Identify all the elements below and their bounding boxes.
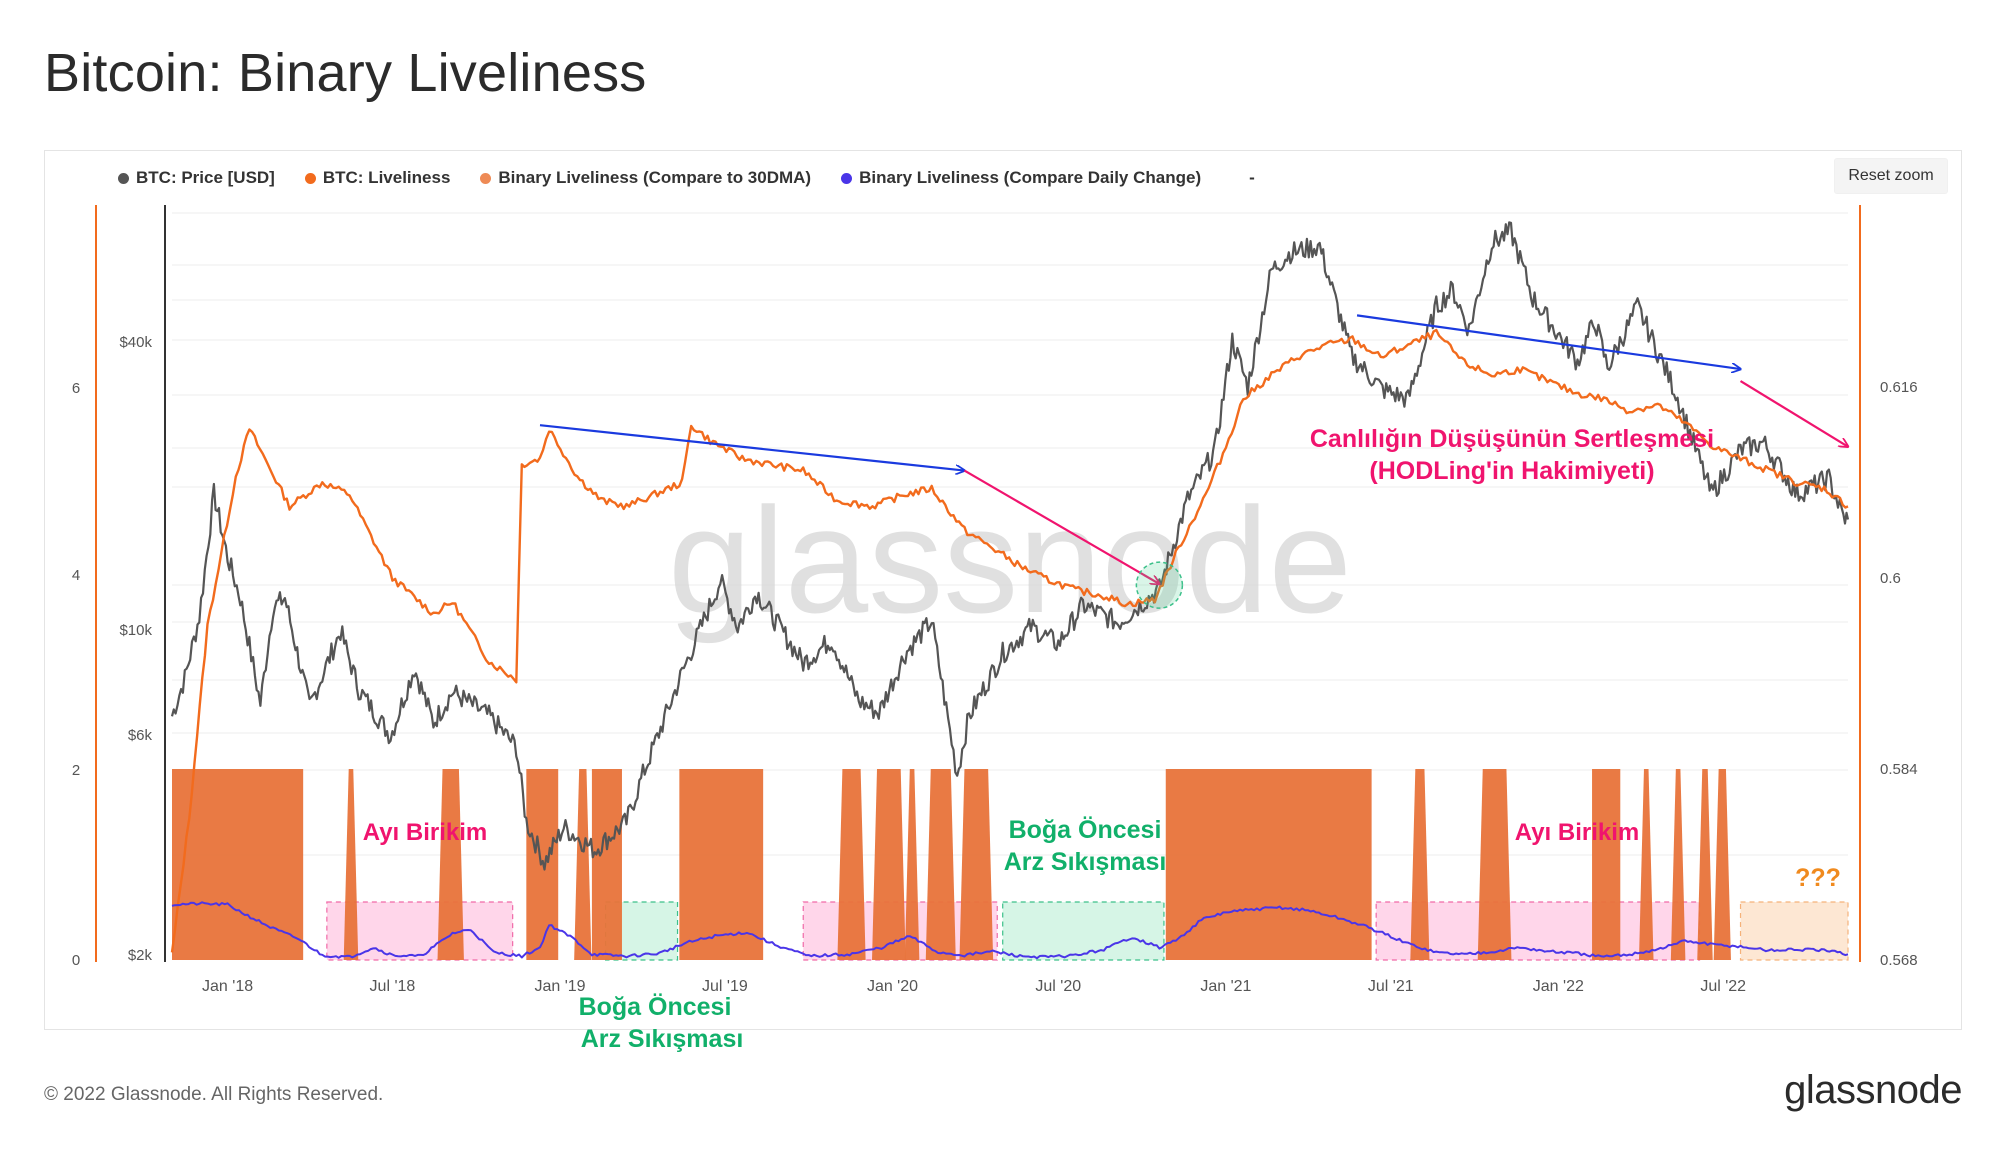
binary-30dma-block [679,769,764,960]
x-tick-label: Jan '18 [202,978,253,995]
series-binary-daily-line [171,901,1849,960]
series-price-line [170,221,1850,871]
binary-30dma-block [574,769,592,960]
page-title: Bitcoin: Binary Liveliness [44,43,647,103]
x-tick-label: Jul '18 [370,978,416,995]
series-liveliness-line [170,328,1849,953]
x-tick-label: Jan '21 [1200,978,1251,995]
binary-30dma-block [526,769,559,960]
legend-item-binary-daily[interactable]: Binary Liveliness (Compare Daily Change) [841,168,1201,188]
binary-30dma-block [1592,769,1621,960]
annotation-green: Arz Sıkışması [581,1025,744,1053]
binary-30dma-area [172,769,1731,960]
y-right-tick-label: 0.584 [1880,761,1918,778]
y-left-outer-tick-label: 2 [72,762,80,779]
zone-green-3 [1002,901,1165,961]
y-left-price-tick-label: $6k [128,727,153,744]
binary-30dma-block [1410,769,1430,960]
binary-30dma-block [172,769,304,960]
y-left-outer-tick-label: 4 [72,567,80,584]
x-tick-label: Jan '19 [534,978,585,995]
y-left-outer-tick-label: 6 [72,380,80,397]
binary-30dma-block [904,769,920,960]
binary-30dma-block [591,769,622,960]
x-tick-label: Jan '20 [867,978,918,995]
legend: BTC: Price [USD] BTC: Liveliness Binary … [118,168,1255,188]
x-tick-label: Jan '22 [1533,978,1584,995]
legend-dot-binary-daily [841,172,853,184]
binary-30dma-block [343,769,359,960]
x-tick-label: Jul '20 [1035,978,1081,995]
y-right-tick-label: 0.616 [1880,379,1918,396]
x-tick-label: Jul '19 [702,978,748,995]
trend-arrow-pink-1 [963,469,1159,584]
y-left-price-tick-label: $2k [128,947,153,964]
annotation-orange: ??? [1795,864,1841,892]
legend-label-binary-30dma: Binary Liveliness (Compare to 30DMA) [498,168,812,187]
x-tick-label: Jul '22 [1700,978,1746,995]
legend-trailing-dash: - [1249,168,1255,187]
legend-label-binary-daily: Binary Liveliness (Compare Daily Change) [859,168,1202,187]
binary-30dma-block [872,769,906,960]
legend-item-binary-30dma[interactable]: Binary Liveliness (Compare to 30DMA) [480,168,811,188]
y-left-price-tick-label: $40k [119,334,152,351]
y-left-outer-tick-label: 0 [72,952,80,969]
annotation-green: Boğa Öncesi [579,992,732,1021]
gridlines [172,212,1848,856]
binary-30dma-block [959,769,994,960]
binary-30dma-block [1713,769,1731,960]
annotation-pink: Ayı Birikim [363,819,488,846]
annotation-green: Boğa Öncesi [1009,815,1162,844]
annotation-pink: (HODLing'in Hakimiyeti) [1369,457,1654,485]
trend-arrow-blue-2 [1356,314,1740,369]
glassnode-logo: glassnode [1784,1068,1962,1112]
binary-30dma-block [837,769,866,960]
legend-dot-binary-30dma [480,172,492,184]
annotation-green: Arz Sıkışması [1004,848,1167,876]
trend-arrow-pink-3 [1739,380,1848,447]
legend-dot-price [118,172,129,184]
y-right-tick-label: 0.6 [1880,570,1901,587]
copyright-text: © 2022 Glassnode. All Rights Reserved. [44,1084,384,1105]
binary-30dma-block [1697,769,1713,960]
binary-30dma-block [437,769,464,960]
trend-arrow-blue-0 [539,424,964,470]
legend-item-liveliness[interactable]: BTC: Liveliness [304,168,451,188]
y-left-price-tick-label: $10k [119,622,152,639]
binary-30dma-block [1477,769,1512,960]
annotation-pink: Ayı Birikim [1515,819,1640,846]
highlight-circle [1135,561,1184,609]
chart-frame [44,150,1962,1030]
binary-30dma-block [1670,769,1686,960]
binary-30dma-block [925,769,956,960]
y-right-tick-label: 0.568 [1880,952,1918,969]
binary-30dma-block [1638,769,1654,960]
x-tick-label: Jul '21 [1368,978,1414,995]
legend-item-price[interactable]: BTC: Price [USD] [118,168,275,188]
binary-30dma-block [1165,769,1372,960]
legend-dot-liveliness [304,172,316,184]
legend-label-liveliness: BTC: Liveliness [322,168,451,187]
reset-zoom-button[interactable]: Reset zoom [1834,158,1948,194]
legend-label-price: BTC: Price [USD] [136,168,275,187]
annotation-pink: Canlılığın Düşüşünün Sertleşmesi [1310,425,1714,453]
